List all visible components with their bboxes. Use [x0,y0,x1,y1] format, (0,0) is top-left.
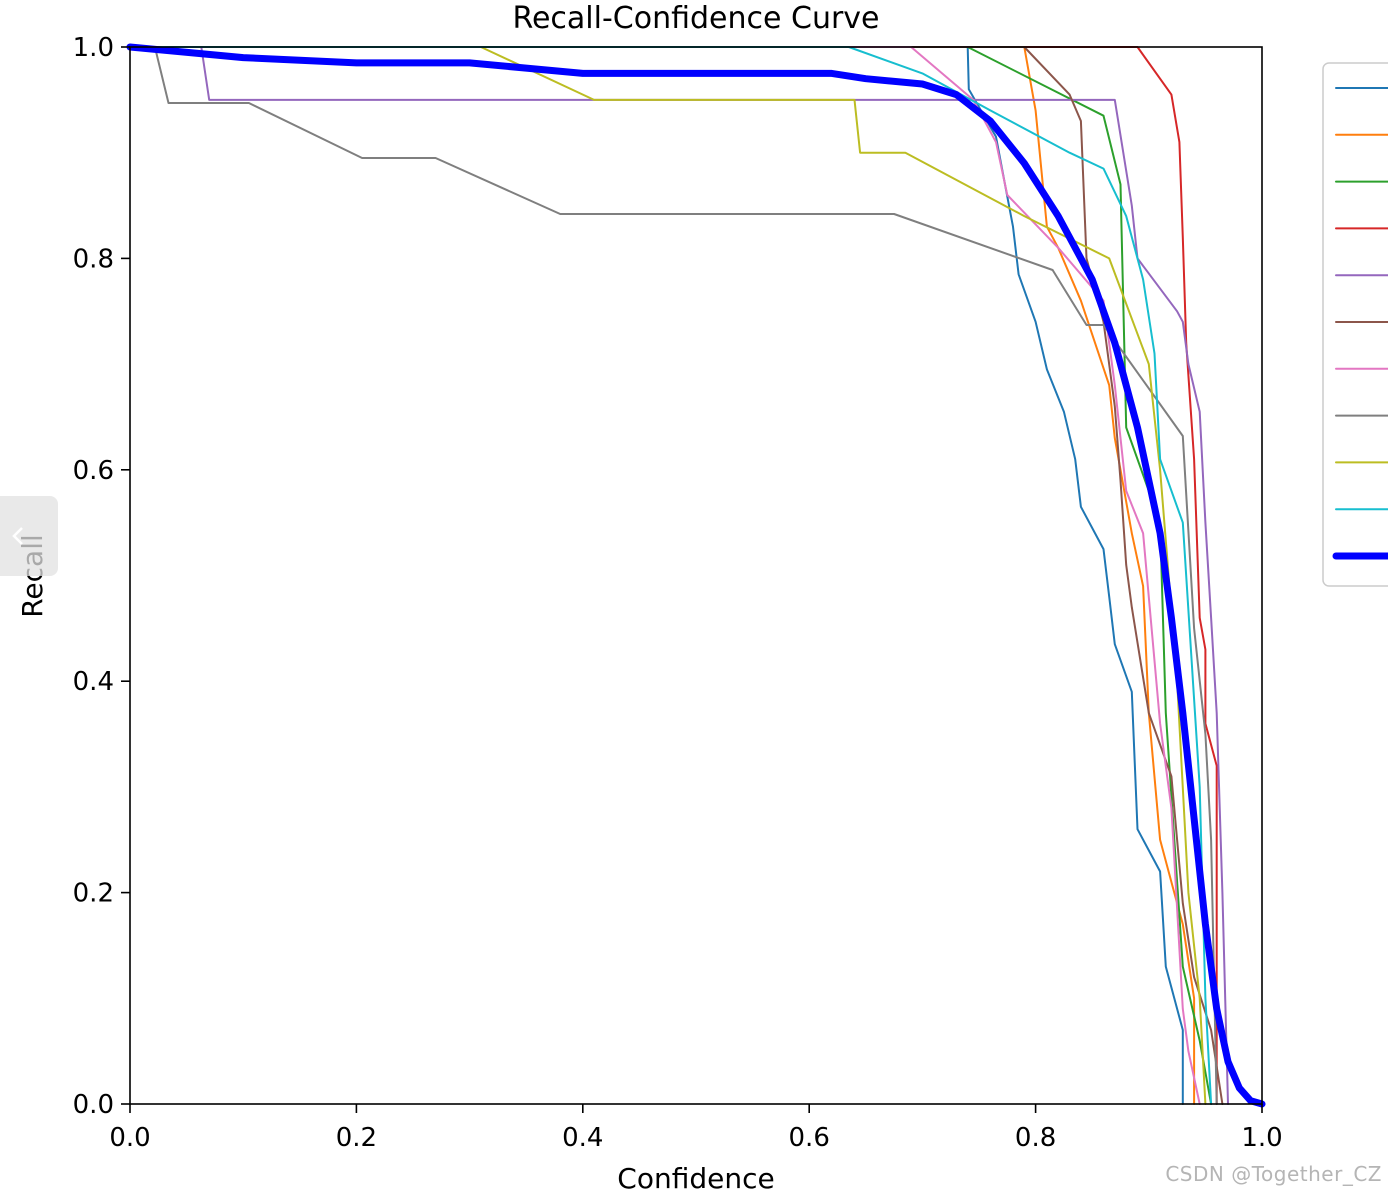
legend-box [1322,62,1388,587]
y-tick-label: 0.2 [73,879,114,909]
legend [1322,62,1388,587]
watermark: CSDN @Together_CZ [1165,1162,1382,1186]
series-line-all-classes [126,43,1266,1108]
series-line-2 [129,46,1196,1105]
series-line-4 [129,46,1218,1105]
series-line-5 [129,46,1229,1105]
y-tick-label: 0.6 [73,456,114,486]
series-line-6 [129,46,1224,1105]
chart-title: Recall-Confidence Curve [512,1,879,36]
x-tick-label: 1.0 [1241,1123,1282,1153]
legend-items [1332,87,1388,560]
x-axis-label: Confidence [617,1162,774,1194]
y-tick-label: 1.0 [73,33,114,63]
chevron-left-icon [12,527,23,545]
y-tick-label: 0.0 [73,1090,114,1120]
x-tick-label: 0.8 [1015,1123,1056,1153]
y-tick-label: 0.4 [73,667,114,697]
x-tick-label: 0.2 [336,1123,377,1153]
series-line-7 [129,46,1201,1105]
series-line-3 [129,46,1213,1105]
ticks-layer: 0.0 0.2 0.4 0.6 0.8 1.0 0.0 0.2 0.4 0.6 0.8 1.0 [73,33,1283,1153]
series-line-10 [129,46,1213,1105]
series-line-1 [129,46,1184,1105]
plot-frame [129,46,1263,1105]
series-layer [126,43,1266,1108]
x-tick-label: 0.0 [109,1123,150,1153]
x-tick-label: 0.6 [789,1123,830,1153]
y-tick-label: 0.8 [73,244,114,274]
x-tick-label: 0.4 [562,1123,603,1153]
series-line-8 [129,46,1218,1105]
collapse-sidebar-button[interactable] [0,496,58,576]
